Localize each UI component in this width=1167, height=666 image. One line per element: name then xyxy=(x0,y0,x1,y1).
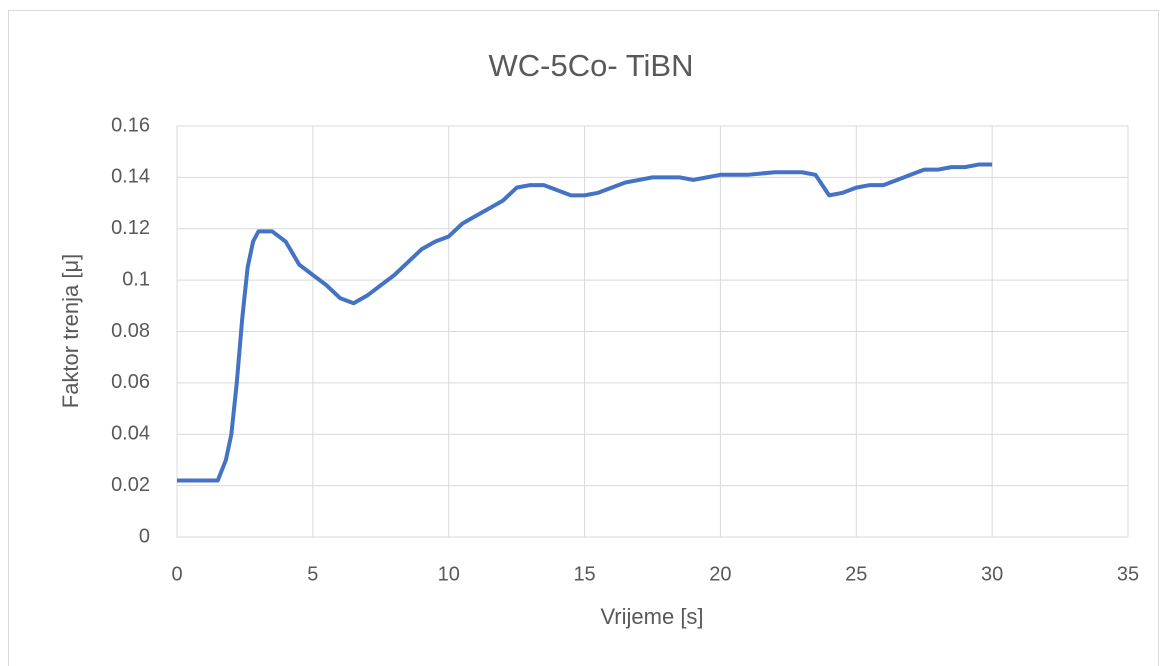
x-tick-label: 25 xyxy=(845,563,867,585)
y-tick-label: 0.12 xyxy=(111,217,150,239)
y-tick-label: 0.04 xyxy=(111,423,150,445)
x-tick-label: 0 xyxy=(171,563,182,585)
chart-frame xyxy=(8,10,1159,666)
data-line xyxy=(177,162,993,483)
chart-title: WC-5Co- TiBN xyxy=(489,48,694,83)
y-tick-label: 0 xyxy=(139,525,150,547)
y-tick-label: 0.16 xyxy=(111,114,150,136)
y-tick-label: 0.02 xyxy=(111,474,150,496)
x-tick-label: 15 xyxy=(573,563,595,585)
x-tick-label: 5 xyxy=(307,563,318,585)
x-tick-label: 10 xyxy=(438,563,460,585)
x-tick-label: 35 xyxy=(1117,563,1139,585)
y-tick-label: 0.06 xyxy=(111,371,150,393)
y-tick-label: 0.14 xyxy=(111,166,150,188)
x-tick-label: 30 xyxy=(981,563,1003,585)
y-tick-label: 0.08 xyxy=(111,320,150,342)
y-axis-label: Faktor trenja [μ] xyxy=(58,254,83,409)
y-tick-label: 0.1 xyxy=(122,268,150,290)
x-axis-label: Vrijeme [s] xyxy=(600,604,703,629)
x-tick-label: 20 xyxy=(709,563,731,585)
